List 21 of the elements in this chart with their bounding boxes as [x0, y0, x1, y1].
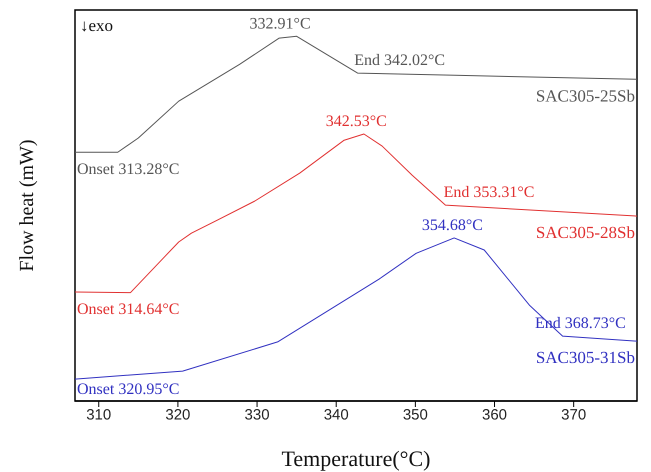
annotation: 354.68°C [422, 216, 483, 234]
x-tick-label: 330 [244, 406, 270, 424]
x-tick-label: 340 [324, 406, 349, 424]
series-label: SAC305-31Sb [536, 348, 635, 368]
annotation: End 353.31°C [444, 184, 534, 202]
series-label: SAC305-25Sb [536, 86, 635, 106]
text: ↓exo [80, 16, 114, 36]
annotation: Onset 313.28°C [77, 161, 180, 178]
annotation: 332.91°C [250, 15, 311, 32]
annotation: Onset 320.95°C [77, 380, 180, 398]
annotation: 342.53°C [326, 113, 387, 130]
x-tick-label: 370 [561, 406, 586, 424]
y-axis-title: Flow heat (mW) [16, 139, 38, 272]
x-tick-label: 310 [86, 406, 112, 424]
x-tick-label: 350 [402, 406, 428, 424]
x-axis-title: Temperature(°C) [282, 446, 430, 471]
annotation: Onset 314.64°C [77, 300, 180, 318]
series-label: SAC305-28Sb [536, 223, 635, 242]
x-tick-label: 320 [165, 406, 190, 424]
annotation: End 342.02°C [354, 52, 446, 70]
x-tick-label: 360 [482, 406, 508, 424]
